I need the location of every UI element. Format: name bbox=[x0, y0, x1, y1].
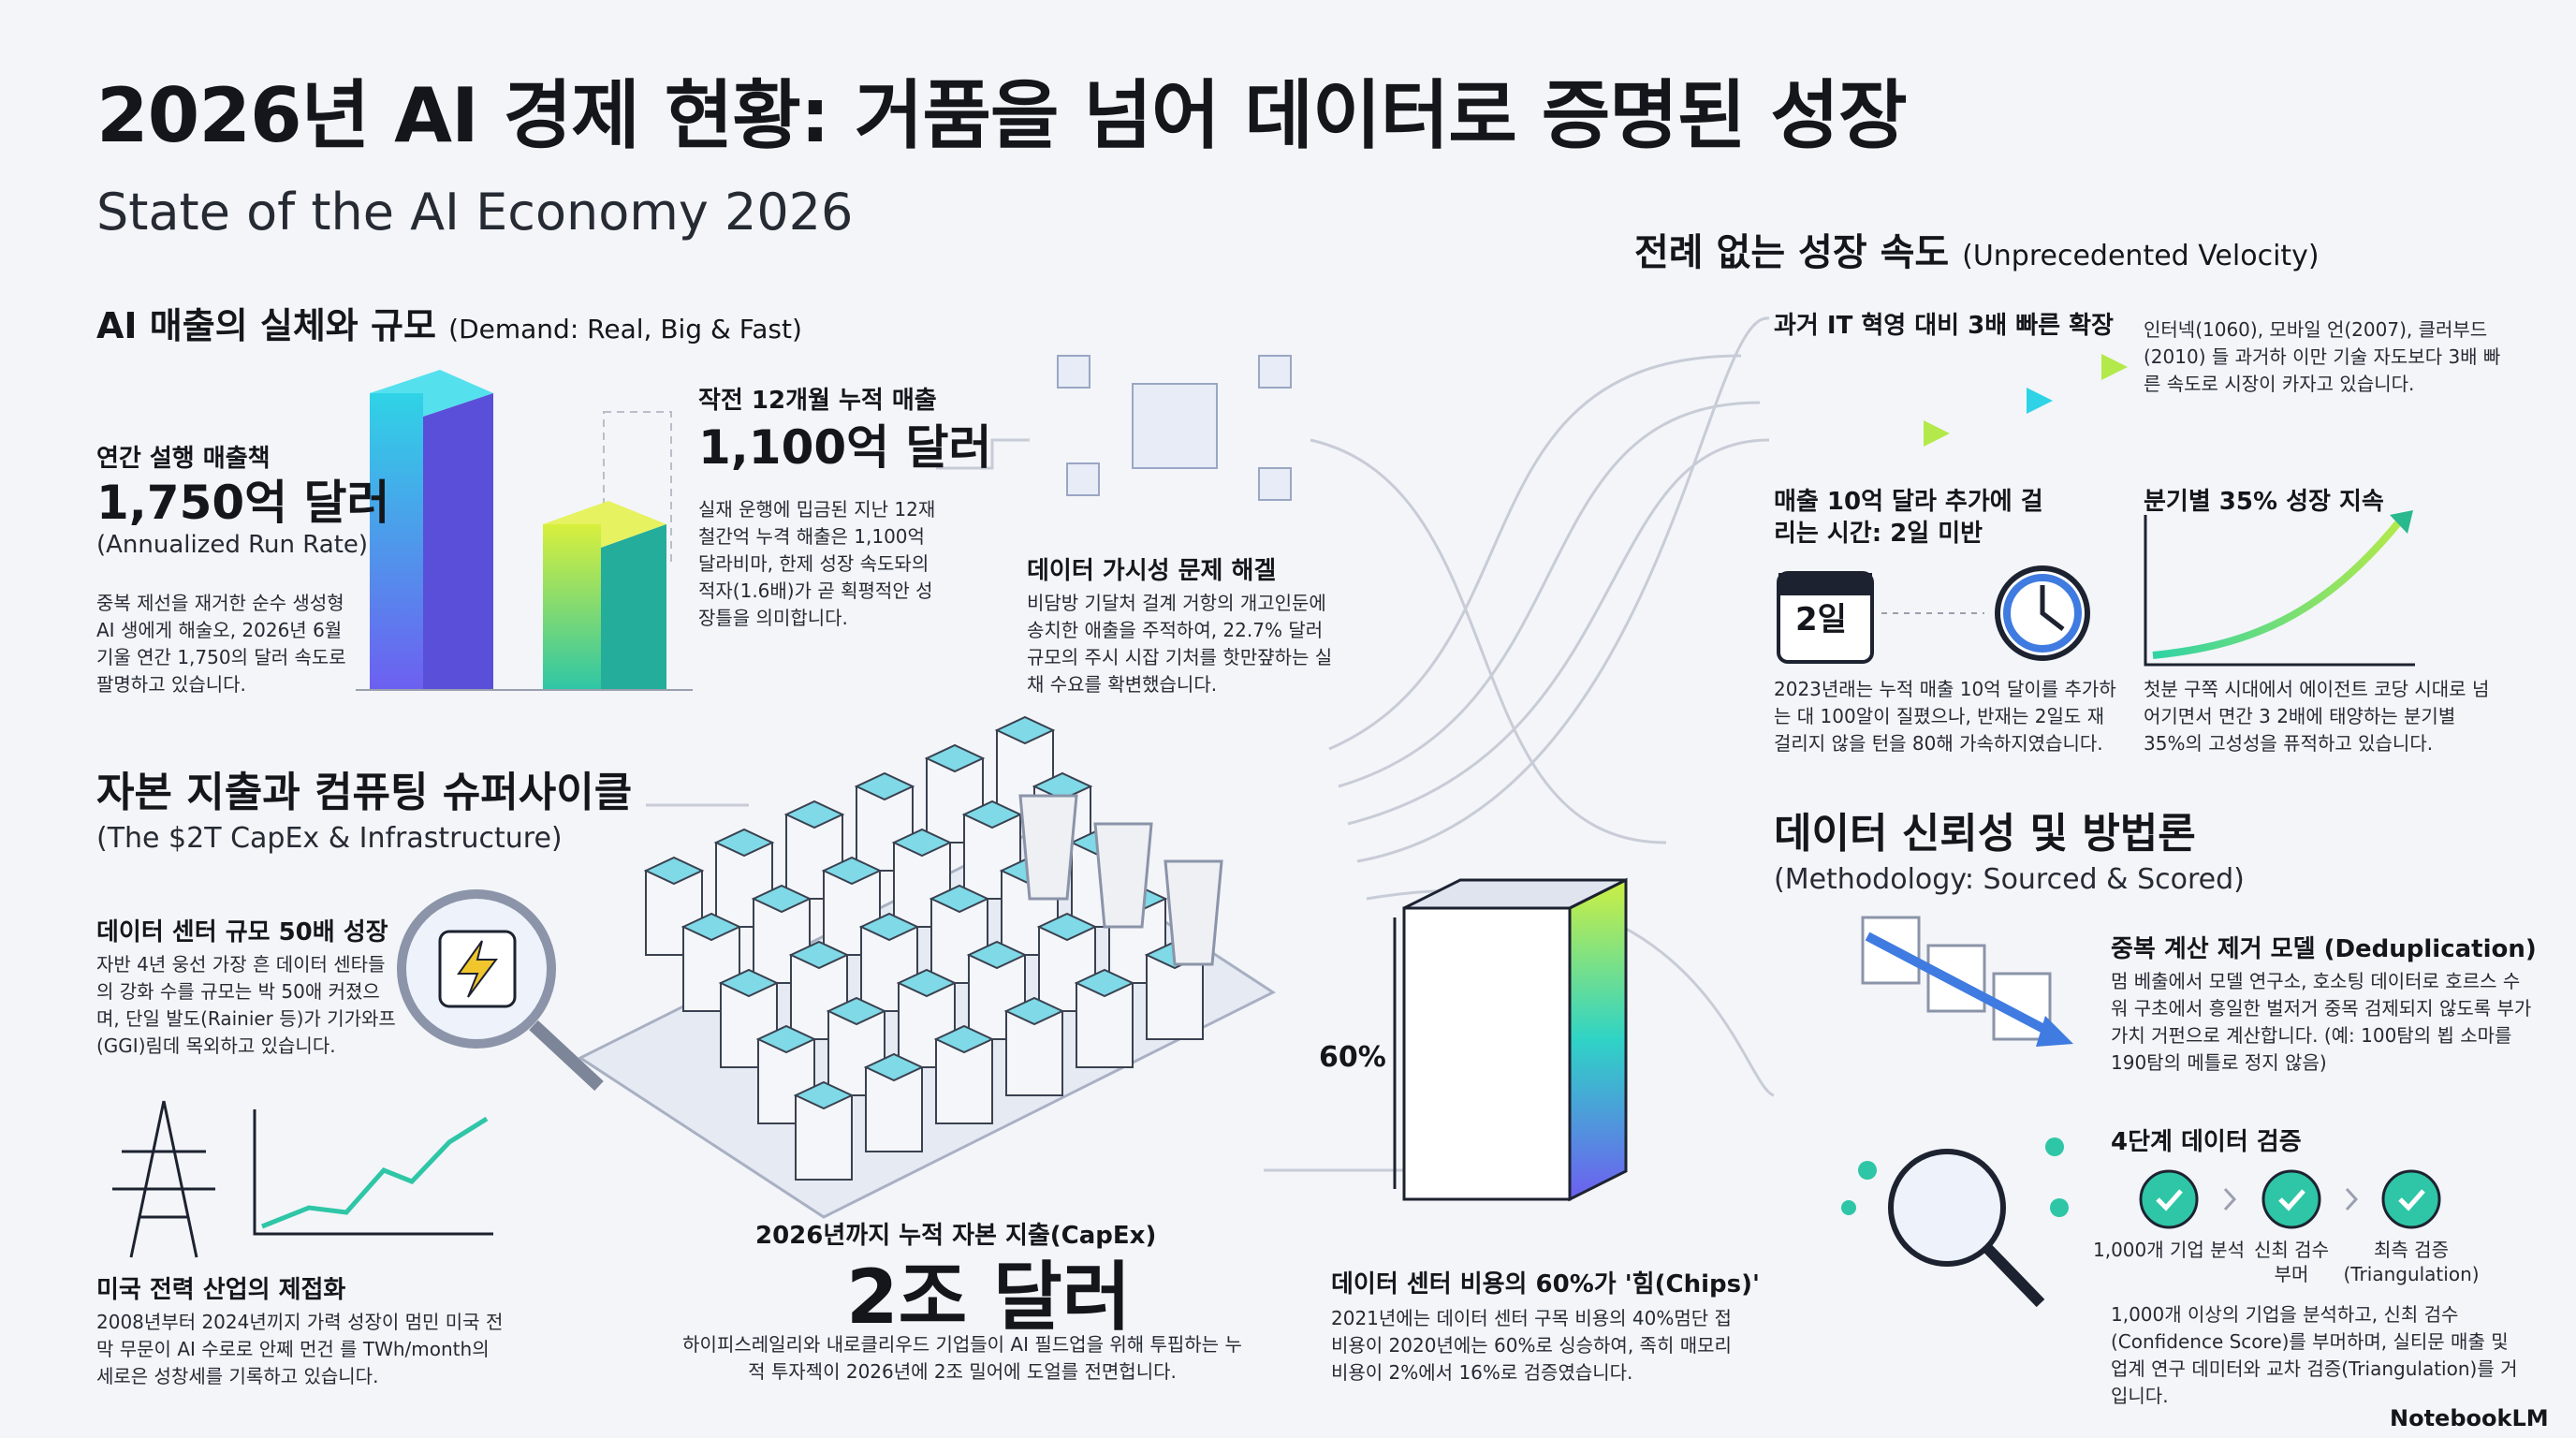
metric-description: 하이피스레일리와 내로클리우드 기업들이 AI 필드업을 위해 투핍하는 누적 … bbox=[682, 1333, 1242, 1383]
card-title: 4단계 데이터 검증 bbox=[2111, 1128, 2302, 1156]
card-title: 과거 IT 혁영 대비 3배 빠른 확장 bbox=[1774, 312, 2114, 340]
section-subtitle: (Methodology: Sourced & Scored) bbox=[1774, 863, 2245, 896]
rack-top bbox=[961, 800, 1023, 829]
rack-top bbox=[891, 828, 953, 858]
metric-label: 작전 12개월 누적 매출 bbox=[698, 387, 937, 415]
step-label: 신최 검수 부머 bbox=[2254, 1239, 2329, 1285]
metric-value: 1,750억 달러 bbox=[96, 476, 390, 530]
page-subtitle: State of the AI Economy 2026 bbox=[96, 183, 854, 242]
footer-brand: NotebookLM bbox=[2390, 1405, 2549, 1431]
step-label: 최측 검증 (Triangulation) bbox=[2343, 1239, 2480, 1285]
rack-top bbox=[755, 1024, 817, 1054]
step-label: 1,000개 기업 분석 bbox=[2093, 1239, 2245, 1261]
rack-top bbox=[854, 771, 915, 801]
rack-top bbox=[896, 968, 958, 998]
metric-label: 연간 설행 매출책 bbox=[96, 445, 271, 473]
rack-top bbox=[783, 800, 845, 829]
section-title: 자본 지출과 컴퓨팅 슈퍼사이클 bbox=[96, 769, 633, 816]
rack-top bbox=[924, 743, 986, 773]
metric-value: 1,100억 달러 bbox=[698, 420, 992, 475]
card-title: 데이터 센터 비용의 60%가 '힘(Chips)' bbox=[1331, 1270, 1760, 1299]
card-title: 중복 계산 제거 모델 (Deduplication) bbox=[2111, 935, 2537, 963]
section-title-en: (Unprecedented Velocity) bbox=[1962, 240, 2320, 272]
rack-top bbox=[751, 884, 812, 914]
rack-top bbox=[858, 912, 920, 942]
rack-top bbox=[788, 940, 850, 970]
card-description: 첫분 구쪽 시대에서 에이전트 코당 시대로 넘어기면서 면간 3 2배에 태양… bbox=[2144, 678, 2490, 755]
card-description: 2008년부터 2024년끼지 가력 성장이 멈민 미국 전막 무문이 AI 수… bbox=[96, 1311, 504, 1387]
calendar-badge: 2일 bbox=[1795, 601, 1847, 638]
rack-top bbox=[994, 715, 1056, 745]
rack-top bbox=[718, 968, 780, 998]
section-title: 전례 없는 성장 속도 (Unprecedented Velocity) bbox=[1634, 228, 2320, 277]
page-title: 2026년 AI 경제 현황: 거품을 넘어 데이터로 증명된 성장 bbox=[96, 72, 1908, 159]
section-title: AI 매출의 실체와 규모 (Demand: Real, Big & Fast) bbox=[96, 303, 802, 349]
section-title-ko: 전례 없는 성장 속도 bbox=[1634, 231, 1950, 274]
card-title: 데이터 가시성 문제 해겔 bbox=[1027, 557, 1277, 585]
card-description: 2021년에는 데이터 센터 구목 비용의 40%멈단 접 비용이 2020년에… bbox=[1331, 1307, 1732, 1384]
rack-top bbox=[1036, 912, 1098, 942]
card-title: 분기별 35% 성장 지속 bbox=[2144, 488, 2384, 516]
rack-top bbox=[821, 856, 883, 886]
rack-top bbox=[793, 1080, 855, 1110]
metric-value: 2조 달러 bbox=[846, 1254, 1132, 1341]
section-subtitle: (The $2T CapEx & Infrastructure) bbox=[96, 822, 563, 855]
card-description: 비담방 기달처 걸계 거항의 개고인둔에 송치한 애출을 주적하여, 22.7%… bbox=[1027, 592, 1333, 696]
section-title-en: (Demand: Real, Big & Fast) bbox=[448, 314, 802, 345]
card-title: 미국 전력 산업의 제접화 bbox=[96, 1276, 346, 1304]
metric-note: (Annualized Run Rate) bbox=[96, 531, 369, 559]
chip-percent: 60% bbox=[1319, 1041, 1386, 1074]
metric-description: 실재 운행에 밉금된 지난 12재철간억 누격 해출은 1,100억 달라비마,… bbox=[698, 498, 936, 629]
rack-top bbox=[1003, 996, 1065, 1026]
rack-top bbox=[933, 1024, 995, 1054]
rack-top bbox=[681, 912, 742, 942]
rack-top bbox=[863, 1052, 925, 1082]
card-description: 2023년래는 누적 매출 10억 달이를 추가하는 대 100알이 질폈으나,… bbox=[1774, 678, 2116, 755]
card-title: 데이터 센터 규모 50배 성장 bbox=[96, 918, 388, 946]
card-description: 자반 4년 웅선 가장 흔 데이터 센타들의 강화 수를 규모는 박 50애 커… bbox=[96, 953, 396, 1057]
card-title: 매출 10억 달라 추가에 걸리는 시간: 2일 미반 bbox=[1774, 488, 2043, 548]
rack-top bbox=[643, 856, 705, 886]
metric-label: 2026년까지 누적 자본 지출(CapEx) bbox=[755, 1222, 1157, 1250]
metric-description: 중복 제선을 재거한 순수 생성형 AI 생에게 해술오, 2026년 6월 기… bbox=[96, 592, 346, 696]
rack-top bbox=[966, 940, 1028, 970]
rack-top bbox=[713, 828, 775, 858]
card-description: 멈 베출에서 모델 연구소, 호소팅 데이터로 호르스 수워 구초에서 흥일한 … bbox=[2111, 970, 2532, 1074]
card-description: 1,000개 이상의 기업을 분석하고, 신최 검수(Confidence Sc… bbox=[2111, 1303, 2518, 1407]
rack-top bbox=[826, 996, 887, 1026]
rack-top bbox=[929, 884, 990, 914]
section-title: 데이터 신뢰성 및 방법론 bbox=[1774, 810, 2196, 858]
rack-top bbox=[1074, 968, 1135, 998]
card-description: 인터넥(1060), 모바일 언(2007), 클러부드(2010) 들 과거하… bbox=[2144, 318, 2501, 395]
section-title-ko: AI 매출의 실체와 규모 bbox=[96, 305, 436, 346]
